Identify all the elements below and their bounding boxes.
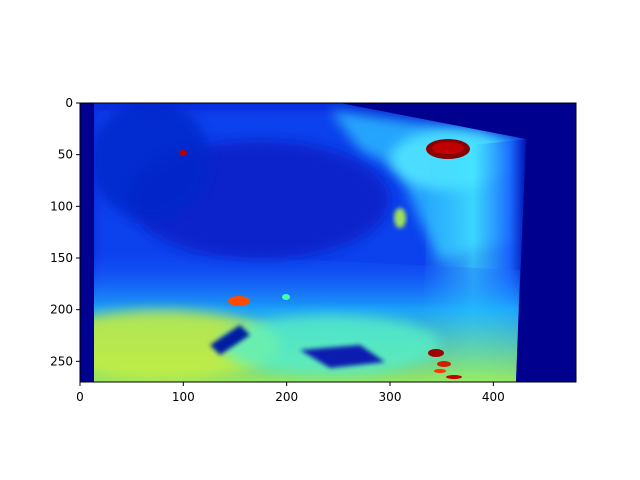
x-tick-label: 400 bbox=[482, 390, 505, 404]
y-tick-label: 0 bbox=[65, 96, 73, 110]
heatmap-image bbox=[80, 103, 576, 382]
x-tick-label: 100 bbox=[172, 390, 195, 404]
y-tick-label: 250 bbox=[50, 354, 73, 368]
x-tick-label: 0 bbox=[76, 390, 84, 404]
x-tick-label: 200 bbox=[275, 390, 298, 404]
axes-frame bbox=[79, 102, 577, 383]
y-tick-label: 200 bbox=[50, 303, 73, 317]
x-tick-label: 300 bbox=[379, 390, 402, 404]
y-tick-label: 150 bbox=[50, 251, 73, 265]
y-tick-label: 50 bbox=[58, 148, 73, 162]
x-axis: 0 100 200 300 400 bbox=[76, 382, 505, 404]
y-tick-label: 100 bbox=[50, 199, 73, 213]
y-axis: 0 50 100 150 200 250 bbox=[50, 96, 80, 368]
